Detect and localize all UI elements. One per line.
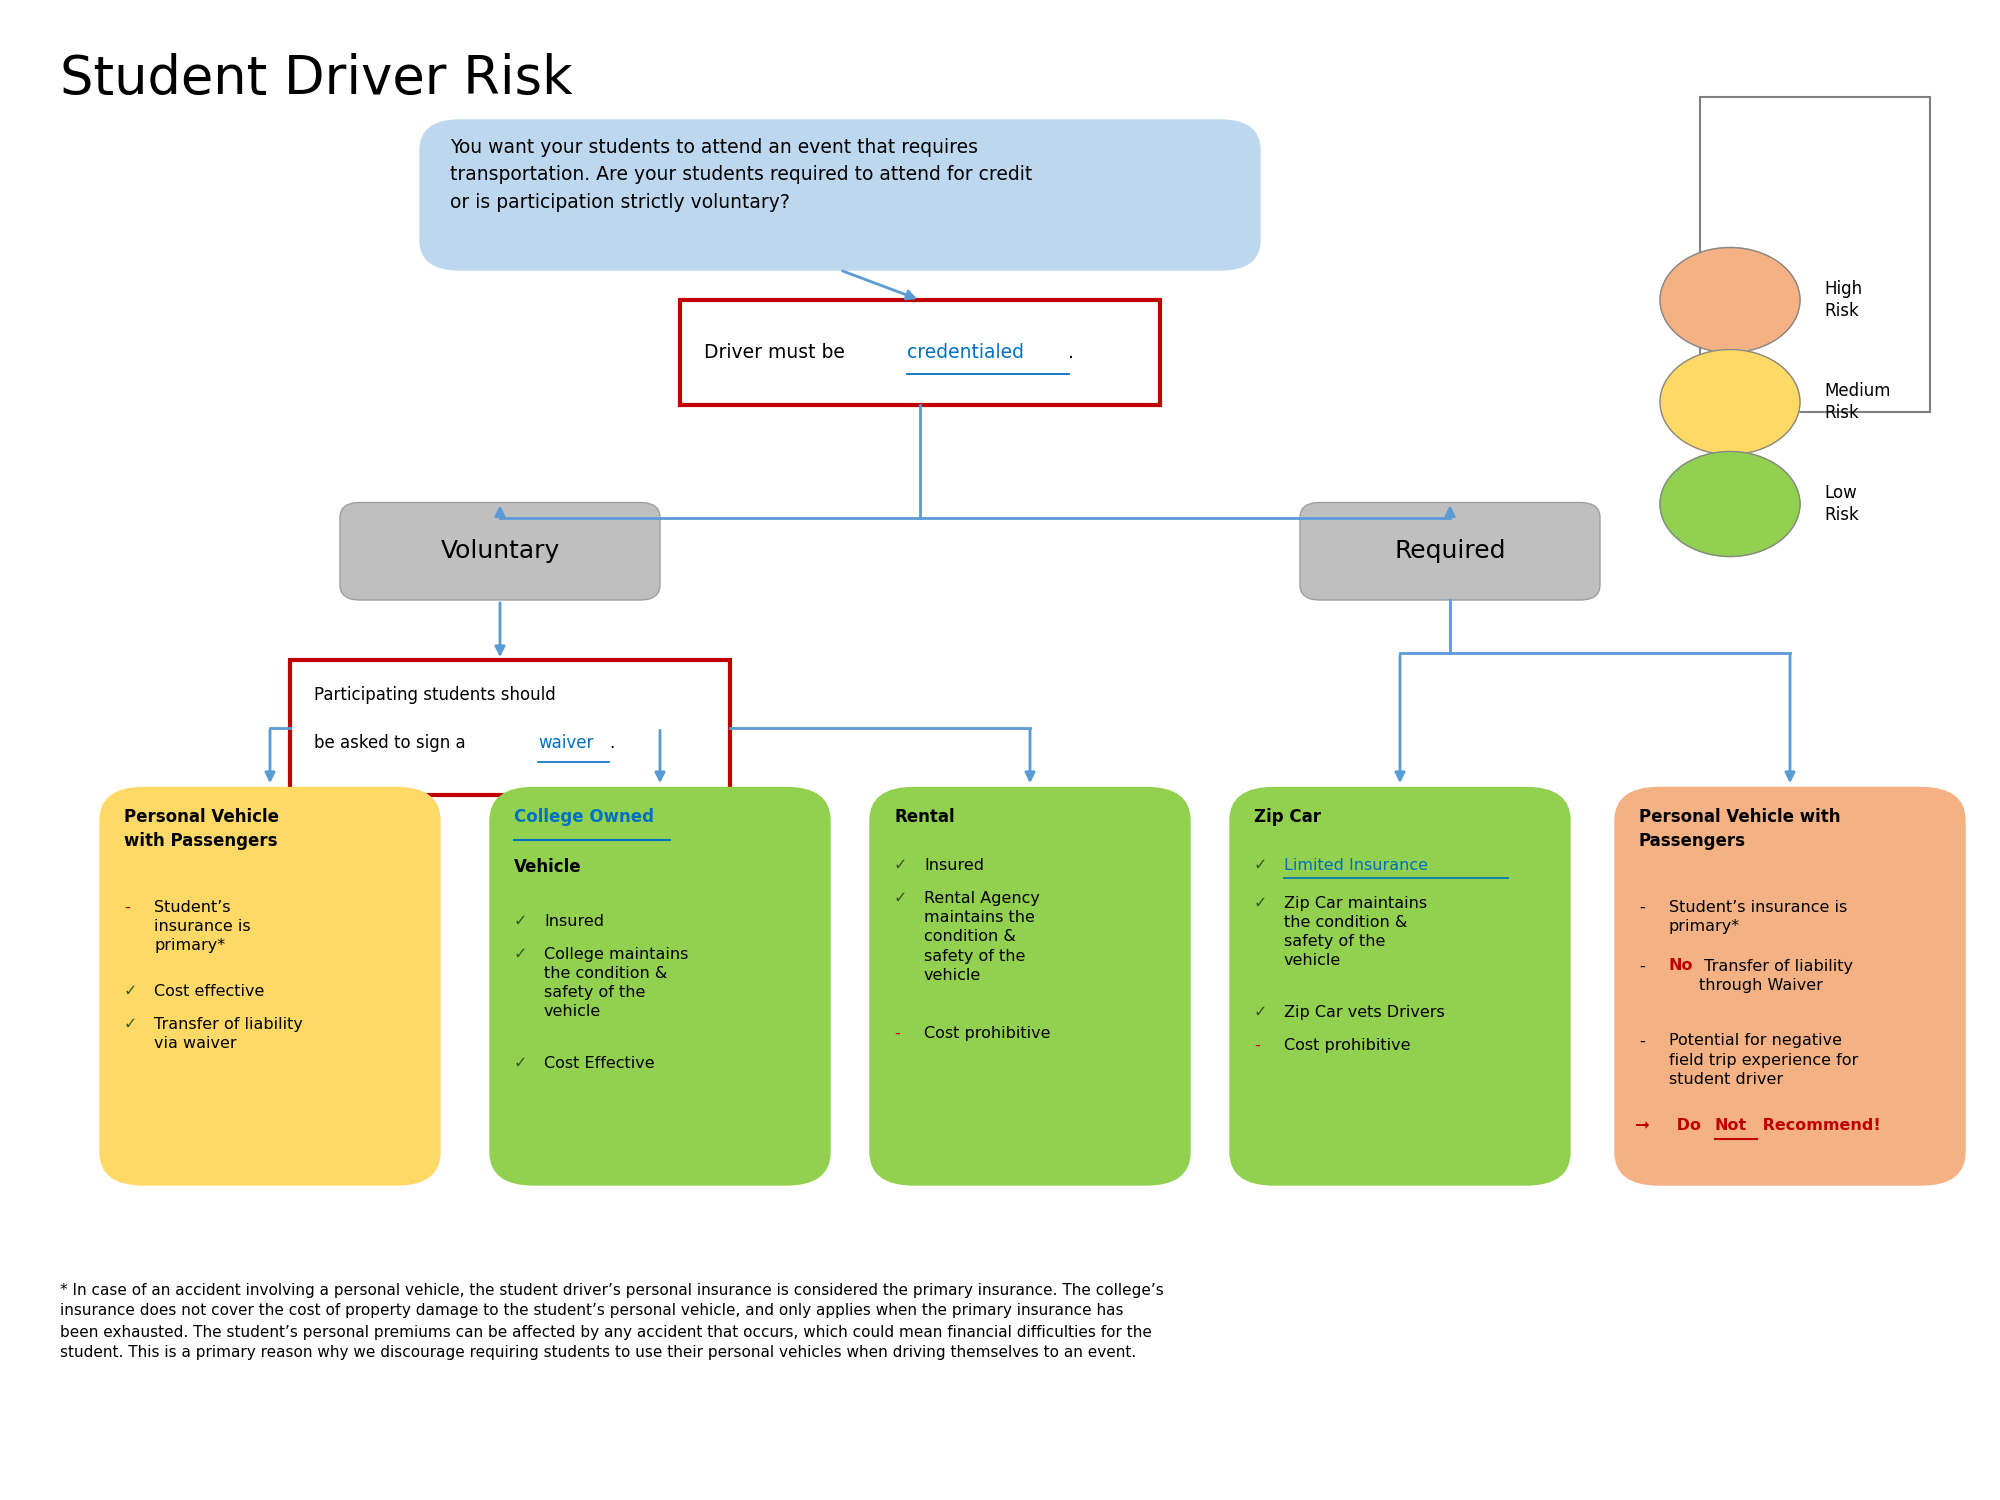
Text: College maintains
the condition &
safety of the
vehicle: College maintains the condition & safety… [544,946,688,1018]
Text: -: - [1640,1034,1644,1048]
Text: Driver must be: Driver must be [704,344,850,362]
Text: ✓: ✓ [1254,858,1268,873]
Bar [680,300,1160,405]
Text: Zip Car maintains
the condition &
safety of the
vehicle: Zip Car maintains the condition & safety… [1284,896,1428,968]
Text: -: - [1640,900,1644,915]
Text: Zip Car vets Drivers: Zip Car vets Drivers [1284,1005,1444,1020]
Text: Cost effective: Cost effective [154,984,264,999]
Text: ✓: ✓ [514,914,528,928]
Text: Rental Agency
maintains the
condition &
safety of the
vehicle: Rental Agency maintains the condition & … [924,891,1040,983]
Bar [290,660,730,795]
Text: ✓: ✓ [894,858,908,873]
FancyBboxPatch shape [1616,788,1964,1185]
Circle shape [1660,248,1800,352]
Text: Transfer of liability
via waiver: Transfer of liability via waiver [154,1017,302,1052]
Bar [1700,98,1930,413]
Text: ➞: ➞ [1636,1118,1650,1136]
Text: Insured: Insured [924,858,984,873]
Text: Voluntary: Voluntary [440,540,560,564]
Text: Zip Car: Zip Car [1254,808,1320,826]
Text: Personal Vehicle with
Passengers: Personal Vehicle with Passengers [1640,808,1840,850]
Text: -: - [124,900,130,915]
FancyBboxPatch shape [340,503,660,600]
Text: Medium
Risk: Medium Risk [1824,382,1890,422]
Text: -: - [894,1026,900,1041]
Text: Cost prohibitive: Cost prohibitive [924,1026,1050,1041]
Text: You want your students to attend an event that requires
transportation. Are your: You want your students to attend an even… [450,138,1032,212]
Text: credentialed: credentialed [906,344,1024,362]
Text: ✓: ✓ [894,891,908,906]
Text: ✓: ✓ [1254,896,1268,910]
FancyBboxPatch shape [1300,503,1600,600]
Text: be asked to sign a: be asked to sign a [314,734,470,752]
Circle shape [1660,452,1800,556]
Circle shape [1660,350,1800,454]
Text: ✓: ✓ [124,984,138,999]
Text: Required: Required [1394,540,1506,564]
Text: Transfer of liability
through Waiver: Transfer of liability through Waiver [1700,958,1852,993]
Text: Student’s insurance is
primary*: Student’s insurance is primary* [1668,900,1848,934]
Text: ✓: ✓ [514,1056,528,1071]
Text: College Owned: College Owned [514,808,654,826]
Text: No: No [1668,958,1694,974]
Text: Not: Not [1716,1118,1748,1132]
Text: Vehicle: Vehicle [514,858,582,876]
Text: Recommend!: Recommend! [1758,1118,1880,1132]
FancyBboxPatch shape [420,120,1260,270]
Text: Cost prohibitive: Cost prohibitive [1284,1038,1410,1053]
Text: Insured: Insured [544,914,604,928]
Text: Cost Effective: Cost Effective [544,1056,654,1071]
Text: ✓: ✓ [1254,1005,1268,1020]
Text: Do: Do [1672,1118,1706,1132]
FancyBboxPatch shape [1230,788,1570,1185]
Text: Low
Risk: Low Risk [1824,484,1858,524]
Text: ✓: ✓ [514,946,528,962]
FancyBboxPatch shape [870,788,1190,1185]
Text: Personal Vehicle
with Passengers: Personal Vehicle with Passengers [124,808,280,850]
Text: -: - [1640,958,1644,974]
Text: High
Risk: High Risk [1824,280,1862,320]
Text: ✓: ✓ [124,1017,138,1032]
FancyBboxPatch shape [100,788,440,1185]
Text: Potential for negative
field trip experience for
student driver: Potential for negative field trip experi… [1668,1034,1858,1088]
Text: Student Driver Risk: Student Driver Risk [60,53,572,105]
Text: waiver: waiver [538,734,594,752]
Text: Rental: Rental [894,808,954,826]
Text: Participating students should: Participating students should [314,686,556,703]
Text: -: - [1254,1038,1260,1053]
FancyBboxPatch shape [490,788,830,1185]
Text: * In case of an accident involving a personal vehicle, the student driver’s pers: * In case of an accident involving a per… [60,1282,1164,1360]
Text: .: . [608,734,614,752]
Text: Limited Insurance: Limited Insurance [1284,858,1428,873]
Text: Student’s
insurance is
primary*: Student’s insurance is primary* [154,900,250,954]
Text: .: . [1068,344,1074,362]
